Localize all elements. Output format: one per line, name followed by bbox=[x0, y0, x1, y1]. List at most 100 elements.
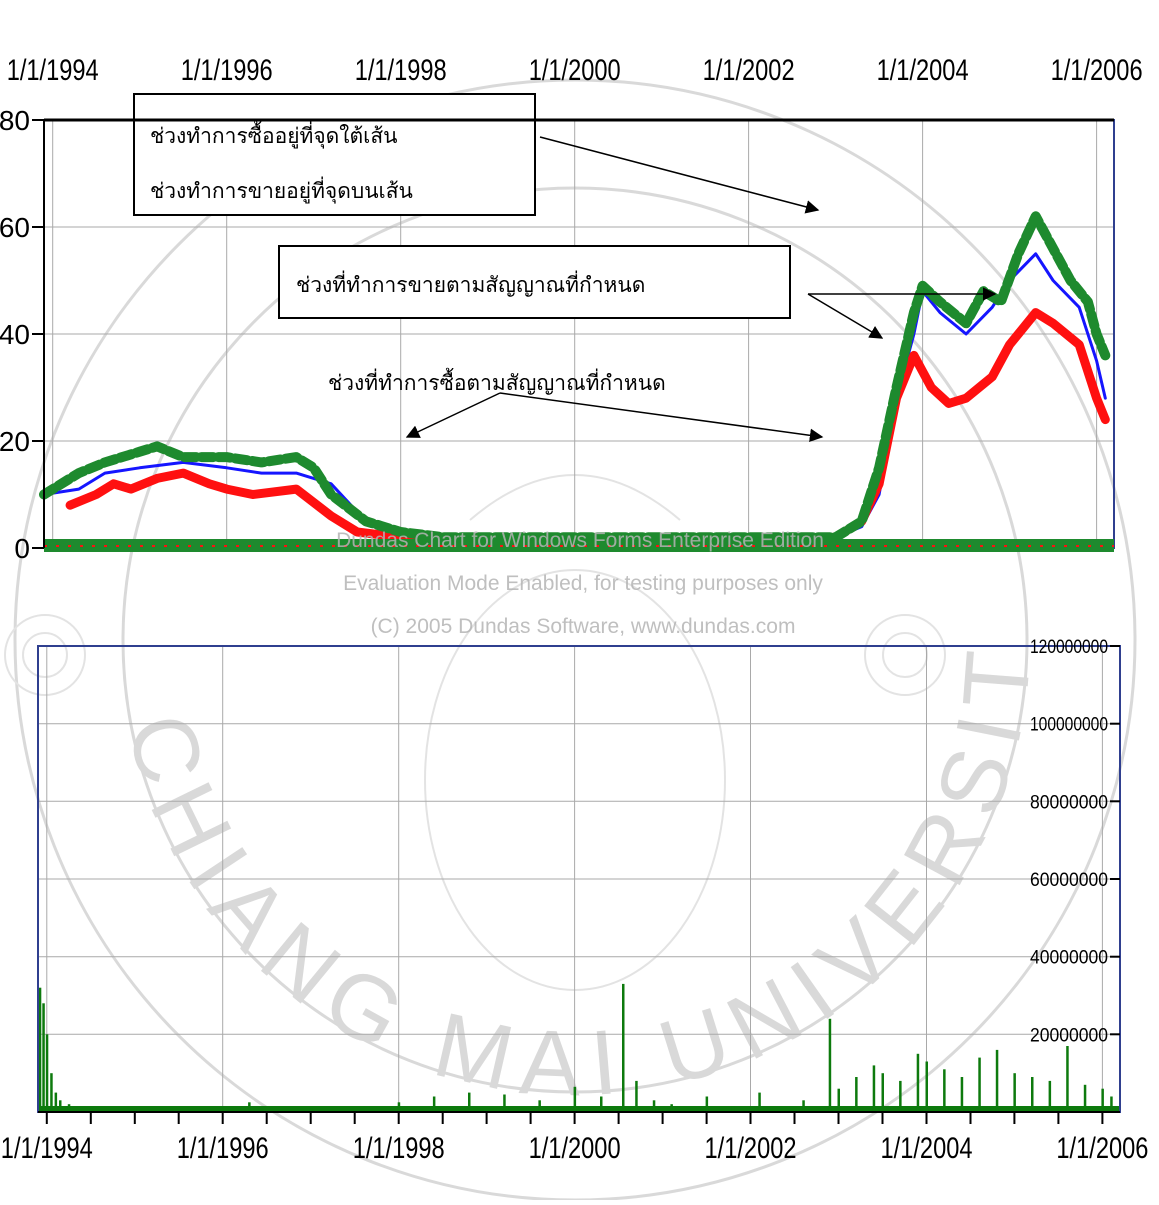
annotation-sell-text: ช่วงที่ทำการขายตามสัญญาณที่กำหนด bbox=[296, 270, 645, 297]
volume-bar bbox=[309, 1108, 313, 1112]
zero-baseline-points bbox=[44, 539, 1114, 552]
volume-bar bbox=[837, 1088, 840, 1112]
annotation-box-1 bbox=[133, 93, 536, 216]
vendor-line-2: Evaluation Mode Enabled, for testing pur… bbox=[343, 572, 823, 595]
volume-bar bbox=[54, 1092, 58, 1112]
volume-bar bbox=[59, 1100, 62, 1112]
lower-chart-grid bbox=[38, 645, 1120, 1112]
upper-series-group bbox=[39, 211, 1114, 552]
volume-bar bbox=[670, 1104, 673, 1112]
flower-right-icon bbox=[864, 614, 946, 696]
upper-y-axis: 0 20 40 60 80 bbox=[0, 105, 44, 564]
volume-bar bbox=[67, 1104, 71, 1112]
annotation-layer: ช่วงทำการซื้ออยู่ที่จุดใต้เส้น ช่วงทำการ… bbox=[133, 93, 997, 443]
volume-bar bbox=[600, 1096, 603, 1112]
volume-bar bbox=[42, 1003, 45, 1112]
upper-x-tick-label: 1/1/2004 bbox=[877, 54, 969, 87]
volume-bar bbox=[1013, 1073, 1016, 1112]
arrow-buy-2 bbox=[499, 392, 824, 443]
lower-y-tick-label: 40000000 bbox=[1030, 948, 1108, 969]
volume-bar bbox=[899, 1080, 902, 1112]
volume-bar bbox=[855, 1077, 858, 1112]
upper-y-tick-label: 0 bbox=[14, 533, 30, 564]
volume-bar bbox=[503, 1094, 506, 1112]
annotation-box-1-line-2: ช่วงทำการขายอยู่ที่จุดบนเส้น bbox=[150, 176, 413, 204]
volume-bar bbox=[89, 1108, 93, 1112]
upper-x-tick-label: 1/1/2002 bbox=[703, 54, 795, 87]
volume-bar bbox=[50, 1073, 53, 1112]
volume-bar bbox=[960, 1077, 964, 1112]
volume-bar bbox=[1083, 1084, 1087, 1112]
volume-bar bbox=[248, 1102, 251, 1112]
upper-x-tick-label: 1/1/1994 bbox=[7, 54, 99, 87]
volume-bar bbox=[538, 1100, 541, 1112]
volume-bar bbox=[828, 1018, 832, 1112]
arrow-sell-2 bbox=[807, 293, 884, 339]
series-line-price bbox=[39, 211, 1111, 543]
series-line-lower_band bbox=[65, 308, 1110, 548]
volume-bars bbox=[38, 983, 1120, 1113]
volume-bar bbox=[943, 1069, 946, 1112]
volume-bar bbox=[635, 1080, 638, 1112]
volume-bar bbox=[1048, 1080, 1052, 1112]
lower-x-tick-label: 1/1/1994 bbox=[1, 1132, 93, 1165]
upper-y-tick-label: 60 bbox=[0, 212, 30, 243]
volume-bar bbox=[186, 1107, 189, 1112]
volume-bar bbox=[1066, 1046, 1069, 1112]
upper-x-tick-label: 1/1/1998 bbox=[355, 54, 447, 87]
upper-x-tick-label: 1/1/2006 bbox=[1051, 54, 1143, 87]
upper-x-axis: 1/1/1994 1/1/1996 1/1/1998 1/1/2000 1/1/2002… bbox=[7, 54, 1143, 87]
volume-bar bbox=[995, 1049, 999, 1112]
volume-bar bbox=[1110, 1096, 1113, 1112]
volume-bar bbox=[133, 1108, 137, 1112]
lower-x-tick-label: 1/1/2002 bbox=[705, 1132, 797, 1165]
vendor-watermark: Dundas Chart for Windows Forms Enterpris… bbox=[336, 529, 824, 638]
upper-y-tick-label: 40 bbox=[0, 319, 30, 350]
arrow-box-1 bbox=[539, 136, 820, 214]
lower-y-axis: 20000000 40000000 60000000 80000000 10000000… bbox=[1030, 637, 1120, 1046]
lower-x-tick-label: 1/1/1998 bbox=[353, 1132, 445, 1165]
lower-x-tick-label: 1/1/2000 bbox=[529, 1132, 621, 1165]
annotation-box-1-line-1: ช่วงทำการซื้ออยู่ที่จุดใต้เส้น bbox=[150, 121, 398, 149]
volume-baseline bbox=[38, 1106, 1120, 1112]
volume-bar bbox=[872, 1065, 876, 1112]
volume-bar bbox=[397, 1102, 401, 1112]
volume-bar bbox=[1031, 1077, 1034, 1112]
volume-bar bbox=[758, 1092, 761, 1112]
volume-bar bbox=[1101, 1088, 1104, 1112]
lower-x-axis: 1/1/1994 1/1/1996 1/1/1998 1/1/2000 1/1/2002… bbox=[1, 1112, 1148, 1165]
volume-bar bbox=[573, 1086, 577, 1112]
upper-y-tick-label: 20 bbox=[0, 426, 30, 457]
lower-y-tick-label: 120000000 bbox=[1030, 637, 1108, 658]
lower-x-tick-label: 1/1/2004 bbox=[881, 1132, 973, 1165]
lower-y-tick-label: 80000000 bbox=[1030, 792, 1108, 813]
volume-bar bbox=[362, 1106, 365, 1112]
volume-bar bbox=[925, 1061, 928, 1112]
volume-bar bbox=[38, 987, 42, 1112]
flower-left-icon bbox=[4, 614, 86, 696]
lower-x-tick-label: 1/1/2006 bbox=[1056, 1132, 1148, 1165]
volume-bar bbox=[731, 1106, 735, 1112]
volume-bar bbox=[622, 983, 625, 1112]
volume-bar bbox=[916, 1053, 920, 1113]
upper-x-tick-label: 1/1/1996 bbox=[181, 54, 273, 87]
lower-y-tick-label: 100000000 bbox=[1030, 715, 1108, 736]
vendor-line-3: (C) 2005 Dundas Software, www.dundas.com bbox=[371, 615, 796, 638]
volume-bar bbox=[468, 1092, 471, 1112]
upper-y-tick-label: 80 bbox=[0, 105, 30, 136]
volume-bar bbox=[978, 1057, 981, 1112]
volume-bar bbox=[802, 1100, 805, 1112]
vendor-line-1: Dundas Chart for Windows Forms Enterpris… bbox=[336, 529, 824, 552]
annotation-box-sell bbox=[278, 245, 791, 319]
volume-bar bbox=[881, 1073, 884, 1112]
lower-y-tick-label: 20000000 bbox=[1030, 1025, 1108, 1046]
volume-bar bbox=[705, 1096, 709, 1112]
volume-bar bbox=[432, 1096, 436, 1112]
volume-bar bbox=[45, 1034, 49, 1112]
arrow-buy-1 bbox=[405, 392, 501, 438]
upper-x-tick-label: 1/1/2000 bbox=[529, 54, 621, 87]
annotation-buy-text: ช่วงที่ทำการซื้อตามสัญญาณที่กำหนด bbox=[328, 368, 666, 395]
lower-y-tick-label: 60000000 bbox=[1030, 870, 1108, 891]
